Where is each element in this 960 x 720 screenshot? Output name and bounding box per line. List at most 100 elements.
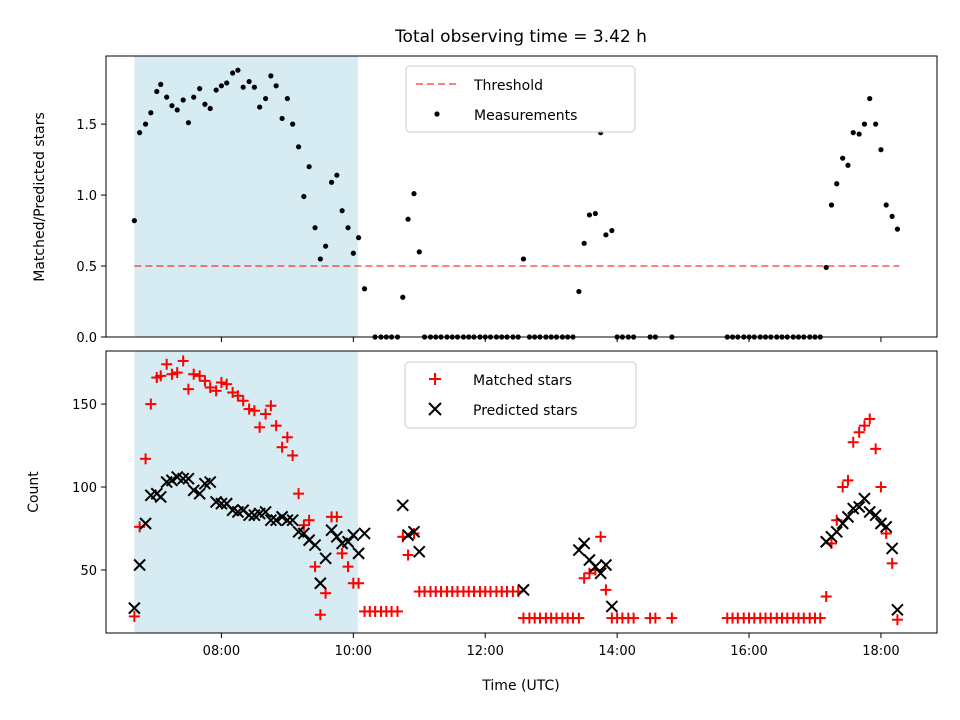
matched-star-point [583,567,595,579]
measurement-point [416,249,422,255]
measurement-point [230,70,236,76]
matched-star-point [353,577,365,589]
matched-star-point [649,612,661,624]
matched-star-point [600,584,612,596]
measurement-point [603,232,609,238]
legend-measurements-label: Measurements [474,108,577,124]
measurement-point [273,83,279,89]
measurement-point [889,213,895,219]
legend-matched-label: Matched stars [473,373,572,389]
predicted-star-point [594,567,607,580]
measurement-point [207,105,213,112]
measurement-point [257,104,263,110]
legend-predicted-label: Predicted stars [473,403,578,419]
measurement-point [142,121,149,127]
measurement-point [251,84,257,90]
measurement-point [828,202,835,208]
predicted-star-point [599,558,613,572]
predicted-star-point [863,505,876,519]
matched-star-point [864,413,876,425]
matched-star-point [221,378,233,390]
x-tick-label: 16:00 [730,644,767,659]
measurement-point [350,250,356,256]
matched-star-point [215,377,227,389]
matched-star-point [210,385,222,397]
matched-star-point [842,474,854,486]
matched-star-point [336,547,348,559]
measurement-point [334,172,340,178]
measurement-point [586,212,593,218]
predicted-star-point [215,497,228,510]
measurement-point [328,179,335,185]
predicted-star-point [314,577,327,590]
matched-star-point [886,557,898,569]
matched-star-point [171,367,183,379]
measurement-point [169,103,175,109]
top-y-axis-label: Matched/Predicted stars [32,112,48,282]
measurement-point [312,225,318,231]
matched-star-point [314,609,326,621]
matched-star-point [595,531,607,543]
predicted-star-point [193,487,206,500]
observing-window-shade-bottom [134,351,358,633]
measurement-point [279,115,285,122]
predicted-star-point [396,499,409,512]
top-legend-box [405,65,636,133]
measurement-point [856,131,862,137]
ratio-panel: Total observing time = 3.42 h 0.0 0.5 1.0 1… [32,27,938,346]
measurement-point [185,120,192,126]
matched-star-point [666,612,678,624]
matched-star-point [875,481,887,493]
matched-star-point [194,370,206,382]
measurement-point [845,162,851,168]
matched-star-point [260,408,272,420]
measurement-point [213,87,219,93]
x-axis-label: Time (UTC) [481,678,559,694]
matched-star-point [814,612,826,624]
predicted-star-point [269,513,283,527]
predicted-star-point [264,513,278,527]
matched-star-point [858,420,870,432]
measurement-point [609,227,615,234]
measurement-point [158,81,164,87]
x-tick-label: 18:00 [862,644,899,659]
measurement-point [323,243,329,249]
measurement-point [405,216,411,222]
top-y-tick-label: 1.5 [76,118,97,133]
measurement-point [295,144,302,150]
measurement-point [867,95,873,102]
matched-star-point [232,390,244,402]
matched-star-point [204,381,216,393]
observing-window-shade-top [134,56,358,337]
measurement-point [131,218,137,224]
predicted-star-point [517,583,530,597]
measurement-point [339,208,345,214]
bottom-y-tick-label: 150 [72,398,97,413]
matched-star-point [248,405,260,417]
matched-star-point [331,511,343,523]
predicted-star-point [880,520,893,534]
matched-star-point [320,587,332,599]
matched-star-point [145,398,157,410]
predicted-star-point [891,603,904,616]
matched-star-point [573,612,585,624]
measurement-point [263,95,269,102]
predicted-star-point [182,472,195,485]
matched-star-point [298,519,310,531]
bottom-plot-frame [105,350,938,634]
measurement-point [878,147,884,153]
predicted-star-point [413,545,426,558]
matched-star-point [188,368,200,380]
matched-star-point [182,383,194,395]
matched-star-point [140,453,152,465]
measurement-point [400,294,406,300]
matched-star-point [161,358,173,370]
measurement-point [592,210,598,217]
measurement-point [306,164,312,170]
matched-star-point [820,591,832,603]
legend-measurements-swatch [434,111,440,117]
measurement-point [823,264,829,271]
matched-star-point [287,450,299,462]
legend-matched-swatch [429,373,441,385]
measurement-point [290,121,296,127]
